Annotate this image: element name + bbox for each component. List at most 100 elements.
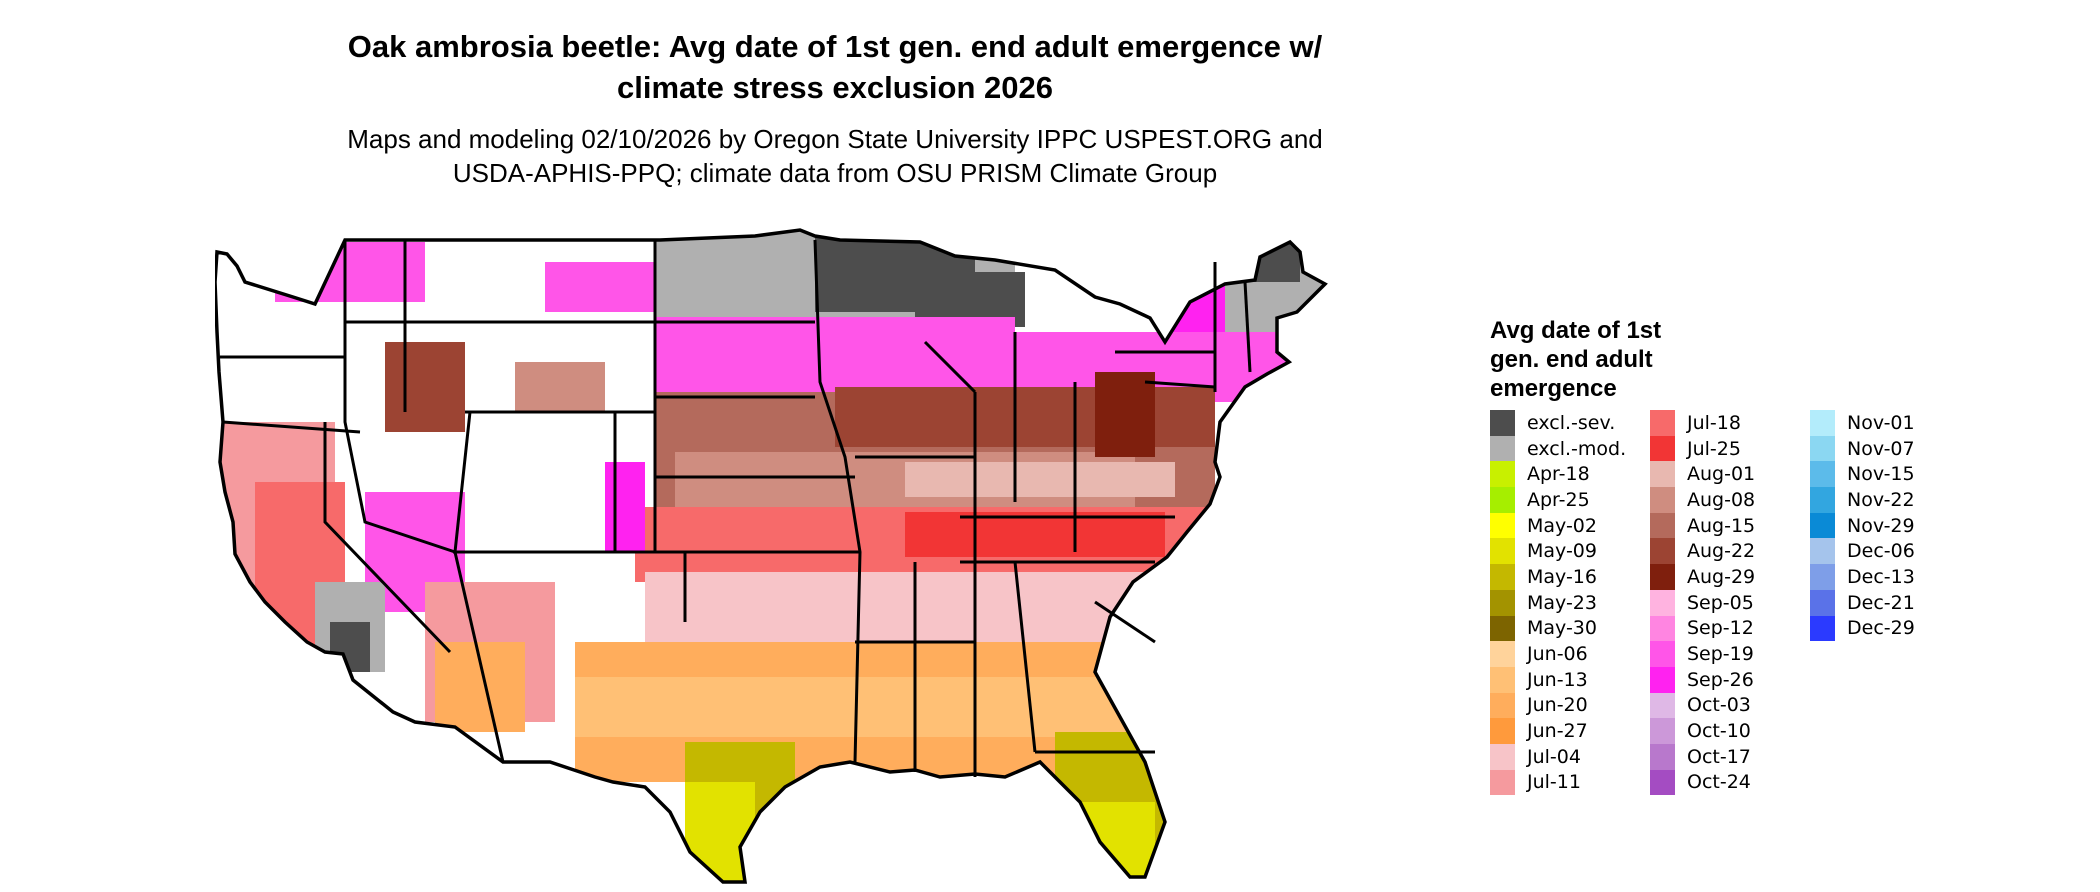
legend-swatch [1810,564,1835,590]
us-emergence-map [215,228,1327,884]
legend-label: May-23 [1527,591,1597,614]
legend-swatch [1490,435,1515,462]
legend-swatch [1490,410,1515,436]
legend-label: Jul-11 [1527,771,1581,794]
legend-swatch [1650,589,1675,616]
legend-item: Dec-06 [1810,538,1915,565]
legend-label: Oct-24 [1687,771,1751,794]
legend-swatch [1490,564,1515,590]
legend-swatch [1650,435,1675,462]
legend-item: Aug-22 [1650,538,1755,565]
legend-swatch [1810,589,1835,616]
legend-item: Oct-17 [1650,743,1755,770]
legend-item: Jul-18 [1650,410,1755,436]
subtitle-line-1: Maps and modeling 02/10/2026 by Oregon S… [347,124,1323,154]
legend-label: Nov-15 [1847,463,1915,486]
legend-label: Dec-21 [1847,591,1915,614]
legend-label: Oct-10 [1687,720,1751,743]
legend-label: Oct-03 [1687,694,1751,717]
legend-title: Avg date of 1st gen. end adult emergence [1490,316,1730,403]
legend-label: May-02 [1527,514,1597,537]
legend-swatch [1650,718,1675,744]
legend-column-2: Jul-18 Jul-25 Aug-01 Aug-08 Aug-15 Aug-22 Aug-… [1650,410,1756,796]
legend-swatch [1490,743,1515,770]
legend-title-line-1: Avg date of 1st [1490,317,1662,344]
legend-item: Aug-29 [1650,564,1755,590]
legend-item: Oct-24 [1650,769,1755,796]
legend-item: May-23 [1490,589,1626,616]
legend-item: May-30 [1490,615,1626,642]
legend-item: Nov-07 [1810,435,1915,462]
legend-item: Jun-27 [1490,718,1626,744]
legend-item: Jul-11 [1490,769,1626,796]
legend-item: excl.-sev. [1490,410,1626,436]
legend-label: Nov-01 [1847,411,1915,434]
legend-label: Oct-17 [1687,745,1751,768]
legend-item: May-09 [1490,538,1626,565]
legend-swatch [1490,692,1515,719]
legend-label: Jun-06 [1527,643,1588,666]
legend-swatch [1650,692,1675,719]
legend-label: Jun-20 [1527,694,1588,717]
legend-item: Jun-13 [1490,666,1626,693]
legend-swatch [1490,589,1515,616]
legend-label: May-30 [1527,617,1597,640]
legend-swatch [1490,615,1515,642]
legend-swatch [1810,410,1835,436]
legend-swatch [1490,538,1515,565]
legend-swatch [1650,512,1675,539]
legend-label: Jun-13 [1527,668,1588,691]
legend-swatch [1650,615,1675,642]
legend-item: Nov-01 [1810,410,1915,436]
legend-label: May-16 [1527,565,1597,588]
legend-swatch [1490,461,1515,488]
legend-item: excl.-mod. [1490,435,1627,462]
legend-item: Dec-13 [1810,564,1915,590]
legend-label: excl.-sev. [1527,411,1616,434]
legend-label: excl.-mod. [1527,437,1627,460]
legend-swatch [1650,564,1675,590]
legend-label: Apr-18 [1527,463,1590,486]
legend-title-line-2: gen. end adult [1490,346,1653,373]
legend-item: Jun-20 [1490,692,1626,719]
legend-label: May-09 [1527,540,1597,563]
legend-swatch [1810,435,1835,462]
legend-swatch [1490,487,1515,513]
legend-swatch [1490,718,1515,744]
legend-label: Aug-29 [1687,565,1756,588]
legend-label: Aug-08 [1687,488,1756,511]
legend-item: Sep-12 [1650,615,1755,642]
legend-swatch [1810,512,1835,539]
legend-item: Dec-21 [1810,589,1915,616]
legend-item: Sep-26 [1650,666,1755,693]
legend-label: Aug-15 [1687,514,1756,537]
legend-swatch [1490,512,1515,539]
legend-item: Apr-25 [1490,487,1626,513]
legend-swatch [1810,487,1835,513]
legend-item: May-16 [1490,564,1626,590]
legend-item: Dec-29 [1810,615,1915,642]
legend-item: Oct-03 [1650,692,1755,719]
legend-item: Jul-04 [1490,743,1626,770]
legend-item: Aug-15 [1650,512,1756,539]
legend-label: Jun-27 [1527,720,1588,743]
legend-label: Dec-29 [1847,617,1915,640]
legend-label: Sep-26 [1687,668,1754,691]
state-boundaries [220,239,1252,777]
legend-item: Nov-15 [1810,461,1915,488]
legend-item: Nov-29 [1810,512,1915,539]
legend-item: Oct-10 [1650,718,1755,744]
legend-swatch [1810,538,1835,565]
legend-item: Apr-18 [1490,461,1626,488]
legend-swatch [1490,666,1515,693]
legend-label: Nov-22 [1847,488,1915,511]
legend-label: Dec-13 [1847,565,1915,588]
legend-label: Jul-04 [1527,745,1581,768]
legend-item: Sep-05 [1650,589,1755,616]
legend-label: Jul-18 [1687,411,1741,434]
legend-label: Sep-19 [1687,643,1754,666]
legend-swatch [1490,769,1515,796]
legend-item: Jul-25 [1650,435,1755,462]
legend-label: Dec-06 [1847,540,1915,563]
title-line-1: Oak ambrosia beetle: Avg date of 1st gen… [347,29,1323,64]
